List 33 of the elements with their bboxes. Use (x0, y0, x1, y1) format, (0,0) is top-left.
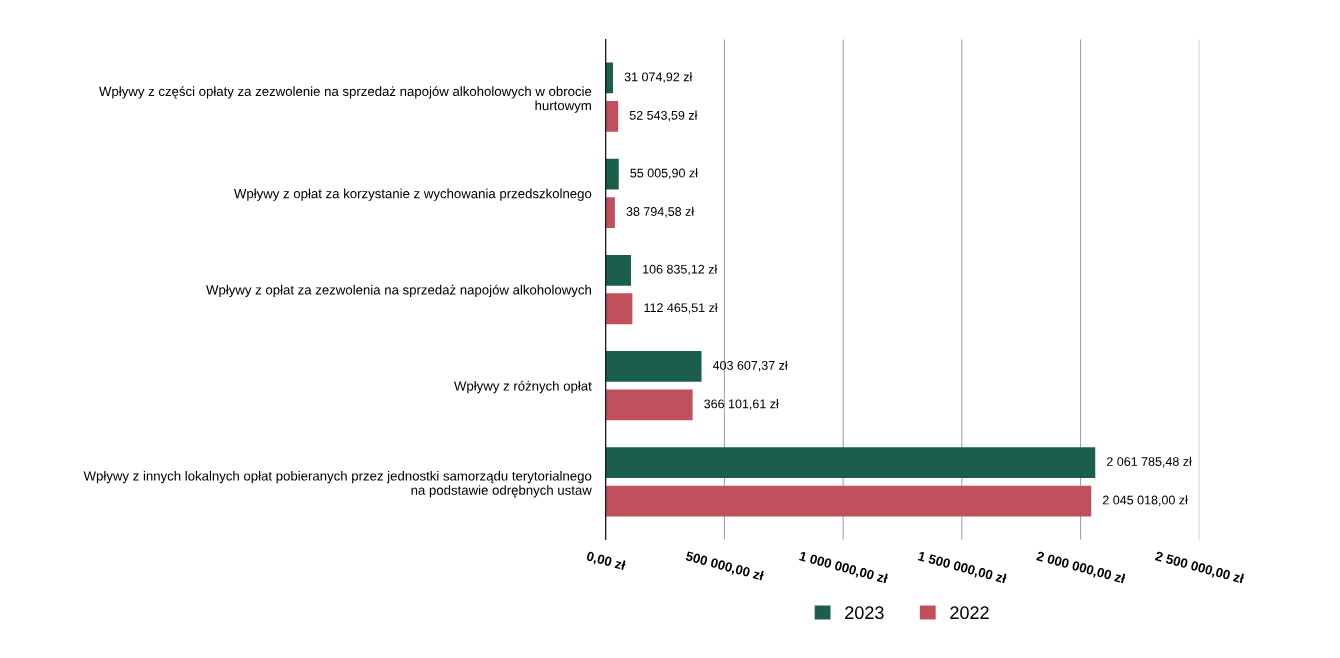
data-label: 106 835,12 zł (643, 264, 718, 276)
bar (605, 389, 693, 421)
x-tick-label: 0,00 zł (585, 550, 627, 573)
legend-label: 2023 (845, 606, 884, 620)
legend-label: 2022 (950, 606, 989, 620)
bar (605, 101, 619, 132)
y-tick-label: Wpływy z części opłaty za zezwolenie na sprzedaż napojów alkoholowych w obrocie hurtowym (99, 86, 592, 113)
bar (605, 158, 619, 190)
data-label: 52 543,59 zł (629, 110, 698, 122)
x-tick-label: 1 500 000,00 zł (917, 550, 1008, 586)
bar (605, 197, 615, 228)
bar (605, 485, 1092, 517)
x-tick-label: 2 500 000,00 zł (1154, 550, 1245, 586)
data-label: 38 794,58 zł (626, 206, 695, 218)
bar (605, 254, 632, 286)
bar (605, 62, 614, 94)
data-label: 403 607,37 zł (712, 360, 788, 372)
x-tick-label: 1 000 000,00 zł (798, 550, 889, 586)
data-label: 2 061 785,48 zł (1106, 456, 1192, 468)
x-tick-label: 2 000 000,00 zł (1035, 550, 1127, 586)
y-tick-label: Wpływy z różnych opłat (454, 380, 592, 394)
bar (605, 293, 633, 325)
bar (605, 447, 1096, 479)
data-label: 2 045 018,00 zł (1103, 495, 1188, 506)
y-tick-label: Wpływy z innych lokalnych opłat pobieranych przez jednostki samorządu terytorialnego na podstawie odrębnych ustaw (83, 470, 592, 498)
bar (605, 351, 702, 382)
data-label: 112 465,51 zł (644, 302, 718, 314)
y-tick-label: Wpływy z opłat za korzystanie z wychowania przedszkolnego (233, 188, 592, 201)
data-label: 366 101,61 zł (704, 399, 779, 410)
data-label: 55 005,90 zł (630, 168, 698, 179)
y-tick-label: Wpływy z opłat za zezwolenia na sprzedaż napojów alkoholowych (206, 284, 591, 298)
data-label: 31 074,92 zł (624, 72, 693, 83)
x-tick-label: 500 000,00 zł (684, 550, 765, 583)
